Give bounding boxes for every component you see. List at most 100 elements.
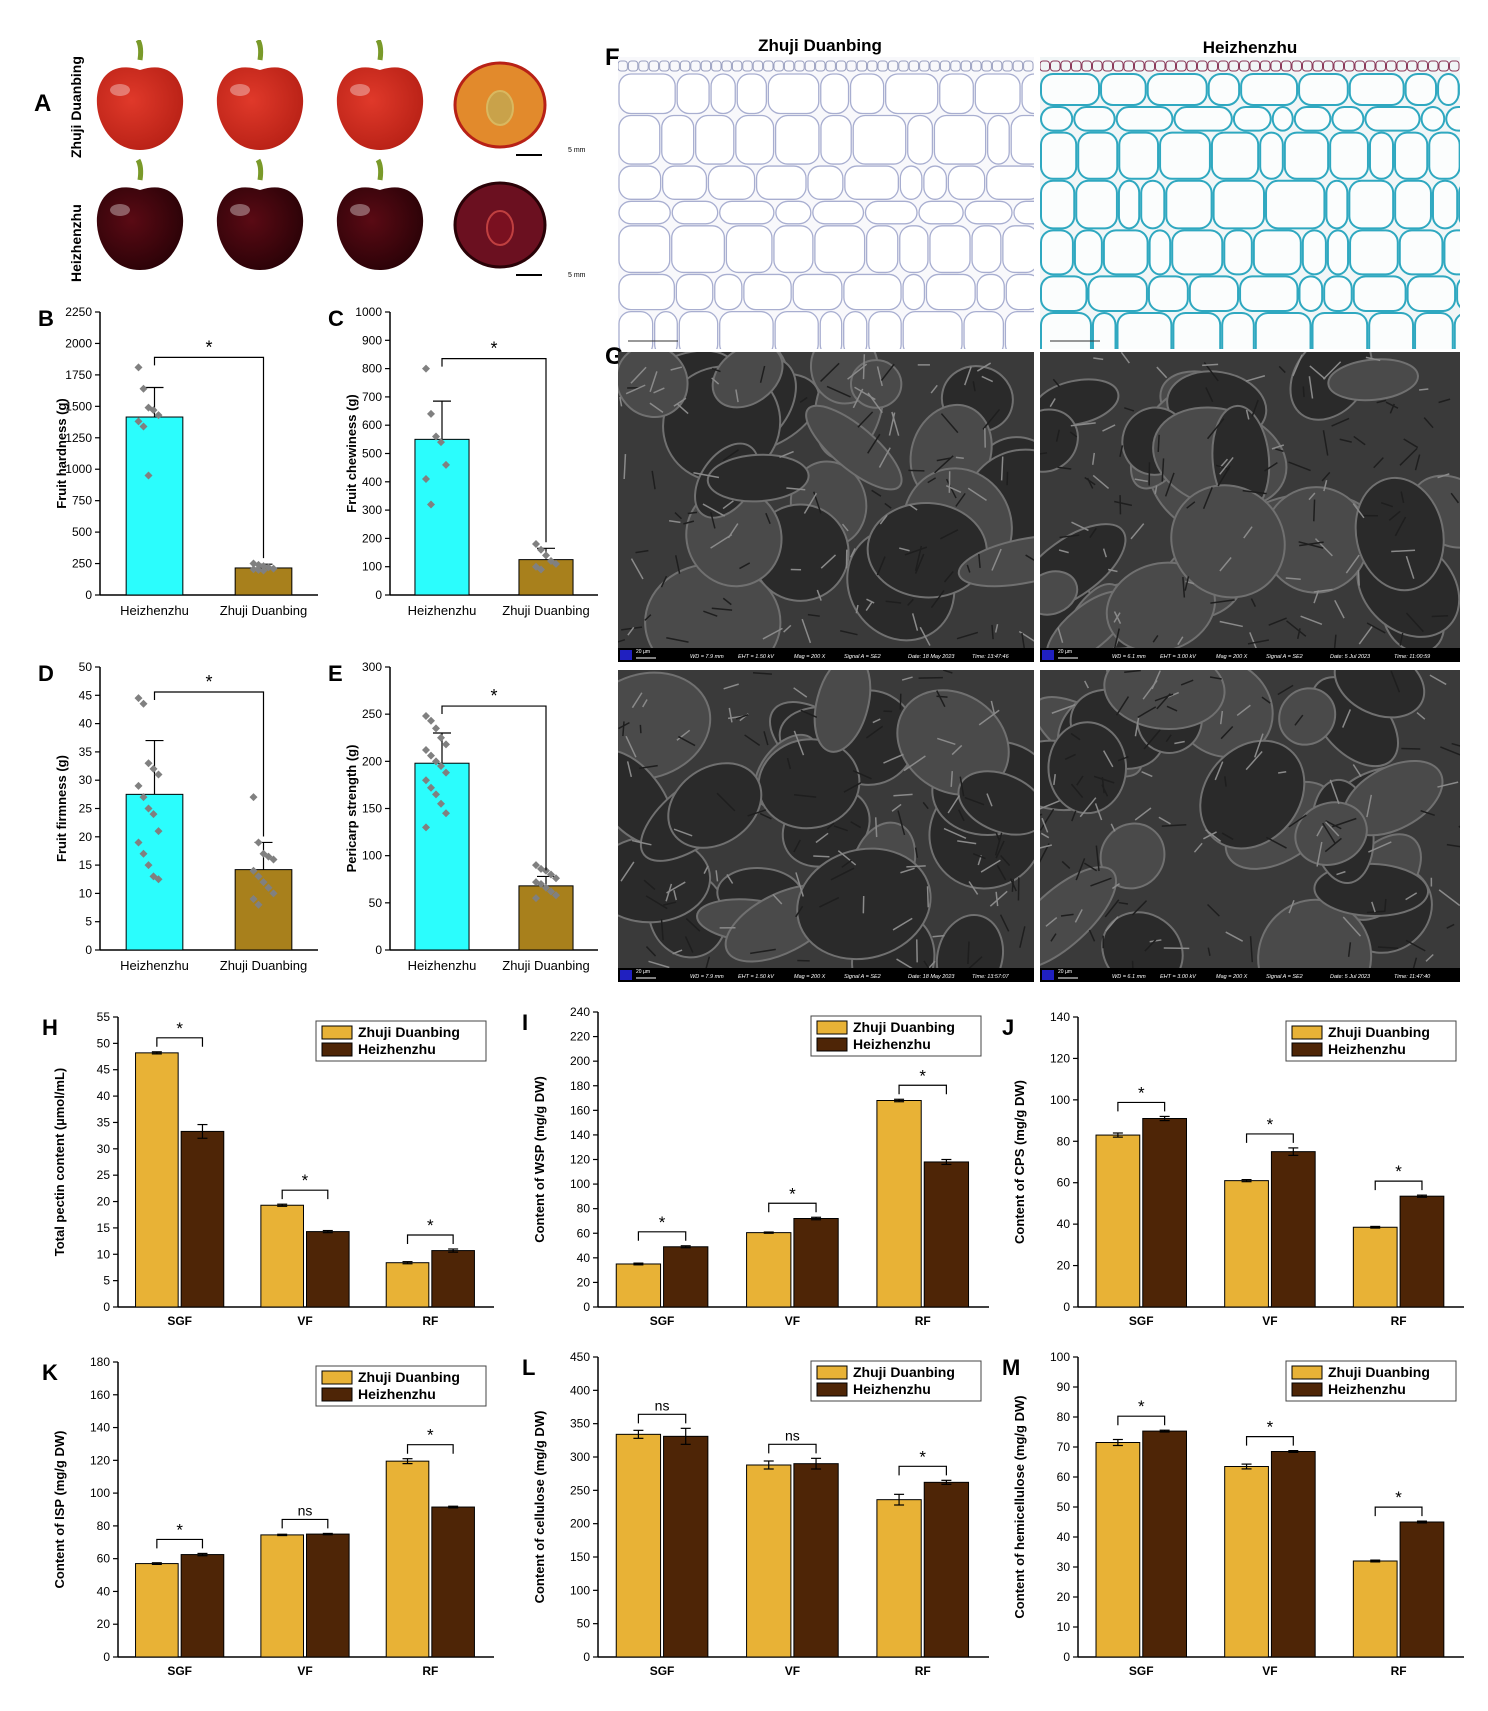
sem-caption-text: Signal A = SE2 [844, 974, 881, 980]
y-tick-label: 50 [1057, 1500, 1071, 1514]
bar [1399, 1521, 1445, 1658]
sem-texture [620, 861, 635, 882]
sem-texture [1220, 725, 1234, 740]
epidermis-cell [1270, 60, 1281, 72]
sem-texture [819, 896, 840, 908]
epidermis-cell [711, 60, 722, 72]
parenchyma-cell [1420, 106, 1446, 132]
sem-texture [872, 718, 881, 724]
y-tick-label: 45 [79, 688, 93, 702]
sem-texture [1352, 503, 1365, 519]
epidermis-cell [856, 60, 868, 72]
sem-texture [1094, 803, 1103, 821]
sem-texture [759, 812, 772, 820]
epidermis-cell [877, 60, 888, 72]
sem-caption-text: Time: 13:47:46 [972, 654, 1010, 660]
epidermis-cell [783, 60, 795, 72]
y-tick-label: 700 [362, 390, 382, 404]
significance-label: * [302, 1171, 309, 1190]
parenchyma-cell [1146, 73, 1208, 107]
sem-texture [1119, 445, 1124, 457]
sem-texture [1111, 883, 1120, 890]
sem-texture [1092, 474, 1110, 490]
significance-bracket [898, 1084, 947, 1095]
bar [1095, 1134, 1141, 1308]
y-tick-label: 40 [1057, 1217, 1071, 1231]
sem-texture [852, 770, 872, 780]
sem-texture [1352, 764, 1362, 778]
y-tick-label: 240 [570, 1005, 590, 1019]
sem-texture [1371, 901, 1376, 913]
sem-texture [1131, 900, 1148, 916]
significance-label: ns [785, 1427, 800, 1443]
data-point [154, 770, 163, 779]
data-point [532, 540, 540, 549]
sem-texture [891, 803, 902, 812]
epidermis-cell [950, 60, 961, 72]
sem-texture [995, 832, 1001, 842]
parenchyma-cell [1165, 179, 1213, 230]
sem-texture [1420, 809, 1435, 817]
significance-bracket [153, 356, 265, 559]
cherry-stem [375, 40, 384, 61]
parenchyma-cell [1325, 179, 1349, 230]
epidermis-cell [960, 60, 972, 72]
data-point [437, 733, 445, 742]
sem-texture [1219, 620, 1243, 628]
sem-texture [892, 917, 913, 931]
parenchyma-cell [1073, 106, 1116, 132]
x-tick-label: SGF [167, 1664, 192, 1678]
epidermis-cell [981, 60, 992, 72]
data-point [422, 712, 430, 721]
sem-texture [1373, 457, 1384, 469]
sem-texture [1053, 774, 1056, 786]
sem-texture [630, 558, 644, 580]
sem-texture [786, 757, 792, 770]
bar [135, 1052, 179, 1308]
sem-texture [651, 470, 656, 490]
sem-texture [673, 828, 693, 837]
sem-texture [1325, 820, 1342, 830]
sem-texture [980, 859, 1001, 873]
parenchyma-cell [676, 73, 710, 115]
sem-texture [1296, 628, 1301, 640]
y-tick-label: 10 [79, 886, 93, 900]
sem-texture [643, 879, 656, 891]
sem-texture [1431, 615, 1449, 618]
sem-texture [1225, 931, 1244, 942]
bar [876, 1499, 922, 1658]
y-tick-label: 40 [97, 1584, 111, 1598]
sem-texture [878, 447, 891, 468]
sem-texture [710, 512, 716, 529]
significance-bracket [406, 1444, 454, 1454]
parenchyma-cell [671, 225, 726, 274]
epidermis-cell [669, 60, 680, 72]
parenchyma-cell [1394, 131, 1429, 180]
sem-texture [996, 865, 1007, 881]
parenchyma-cell [774, 114, 820, 165]
data-point [134, 363, 143, 372]
cherry-highlight [110, 84, 130, 96]
y-tick-label: 2250 [65, 305, 92, 319]
sem-texture [1333, 634, 1337, 648]
sem-texture [865, 725, 884, 739]
y-tick-label: 1000 [65, 462, 92, 476]
sem-texture [884, 502, 892, 509]
sem-texture [871, 489, 882, 497]
sem-texture [1236, 704, 1251, 717]
parenchyma-cell [714, 273, 743, 311]
significance-label: ns [655, 1397, 670, 1413]
sem-texture [1157, 434, 1160, 452]
sem-texture [909, 504, 918, 511]
panel-f-letter: F [605, 44, 620, 71]
significance-label: * [176, 1019, 183, 1038]
sem-texture [1207, 903, 1220, 917]
parenchyma-cell [1271, 106, 1294, 132]
sem-texture [1174, 740, 1185, 745]
y-tick-label: 55 [97, 1010, 111, 1024]
y-tick-label: 120 [90, 1453, 110, 1467]
sem-texture [1429, 674, 1447, 686]
sem-texture [830, 867, 855, 881]
data-point [269, 889, 278, 898]
bar [135, 1563, 179, 1658]
